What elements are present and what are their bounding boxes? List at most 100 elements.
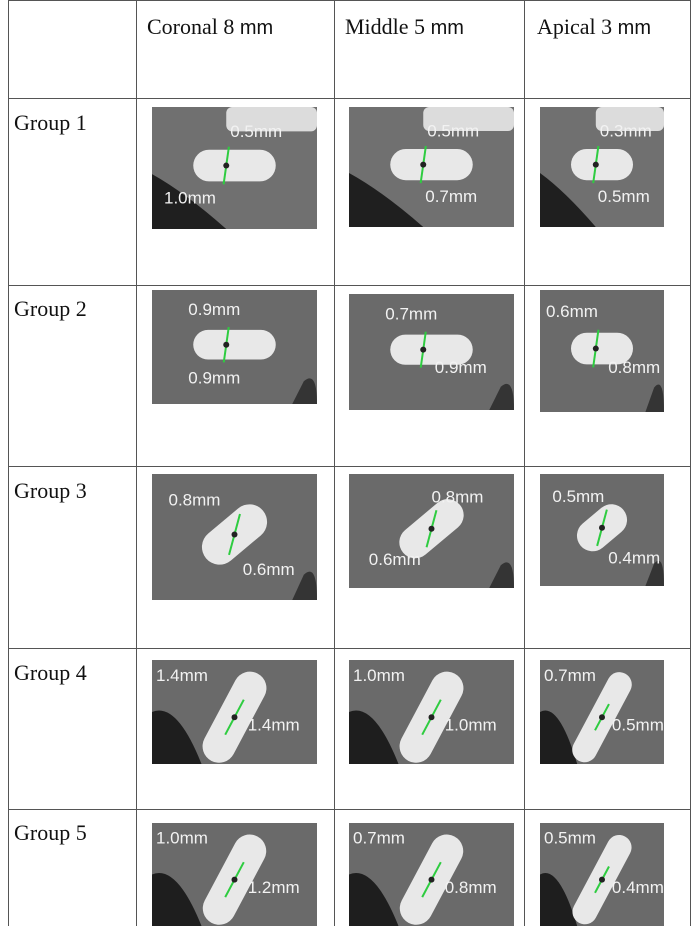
ct-scan-figure: 0.5mm 0.4mm <box>540 474 664 586</box>
canal-point <box>420 161 427 168</box>
scan-bright-region <box>595 107 664 131</box>
root-canal-shape <box>193 149 276 182</box>
ct-scan-figure: 0.6mm 0.8mm <box>540 290 664 412</box>
scan-dark-region <box>292 378 317 404</box>
measurement-label-bottom: 0.8mm <box>608 358 660 377</box>
ct-scan-figure: 0.7mm 0.9mm <box>349 294 514 410</box>
ct-scan-figure: 0.7mm 0.8mm <box>349 823 514 926</box>
ct-scan-image: 0.7mm 0.9mm <box>349 294 514 410</box>
measurement-label-top: 0.8mm <box>432 488 484 507</box>
row-label-group-3: Group 3 <box>14 478 87 503</box>
scan-dark-region <box>540 173 596 227</box>
column-header-unit: mm <box>430 17 464 39</box>
ct-scan-figure: 0.9mm 0.9mm <box>152 290 317 404</box>
ct-scan-image: 0.8mm 0.6mm <box>349 474 514 588</box>
canal-point <box>599 714 605 721</box>
ct-scan-image: 0.7mm 0.5mm <box>540 660 664 764</box>
measurement-label-bottom: 0.4mm <box>608 549 660 568</box>
row-label-group-4: Group 4 <box>14 660 87 685</box>
canal-point <box>592 161 599 168</box>
scan-dark-region <box>349 710 399 764</box>
canal-point <box>231 531 238 538</box>
measurement-label-top: 0.7mm <box>385 305 437 324</box>
canal-point <box>420 346 427 353</box>
measurement-label-top: 0.3mm <box>600 122 652 141</box>
measurement-label-top: 0.5mm <box>230 122 282 141</box>
root-canal-shape <box>571 149 633 181</box>
ct-scan-figure: 0.7mm 0.5mm <box>540 660 664 764</box>
ct-scan-image: 0.9mm 0.9mm <box>152 290 317 404</box>
canal-point <box>599 524 605 531</box>
scan-bright-region <box>423 107 514 131</box>
measurement-label-top: 0.5mm <box>552 487 604 506</box>
measurement-label-top: 0.5mm <box>544 829 596 848</box>
ct-scan-image: 0.7mm 0.8mm <box>349 823 514 926</box>
ct-scan-figure: 0.5mm 0.7mm <box>349 107 514 227</box>
row-divider <box>9 0 690 1</box>
row-divider <box>9 648 690 649</box>
row-divider <box>9 466 690 467</box>
measurement-label-bottom: 0.4mm <box>612 878 664 897</box>
measurement-label-bottom: 1.2mm <box>248 878 300 897</box>
scan-dark-region <box>349 873 399 926</box>
ct-scan-image: 0.8mm 0.6mm <box>152 474 317 600</box>
ct-scan-image: 1.0mm 1.2mm <box>152 823 317 926</box>
column-header-label: Apical 3 <box>537 14 613 39</box>
ct-scan-image: 1.0mm 1.0mm <box>349 660 514 764</box>
measurement-label-bottom: 0.9mm <box>435 358 487 377</box>
root-canal-shape <box>571 332 633 365</box>
scan-dark-region <box>489 562 514 588</box>
measurement-label-bottom: 0.8mm <box>445 878 497 897</box>
ct-scan-image: 1.4mm 1.4mm <box>152 660 317 764</box>
scan-dark-region <box>489 383 514 410</box>
measurement-label-bottom: 1.0mm <box>445 716 497 735</box>
canal-point <box>428 876 435 883</box>
column-header-label: Coronal 8 <box>147 14 235 39</box>
row-label-group-2: Group 2 <box>14 296 87 321</box>
measurement-label-top: 1.0mm <box>156 829 208 848</box>
ct-scan-figure: 0.8mm 0.6mm <box>152 474 317 600</box>
measurement-label-top: 1.4mm <box>156 666 208 685</box>
measurement-label-bottom: 0.7mm <box>425 187 477 206</box>
measurement-label-bottom: 0.5mm <box>598 187 650 206</box>
column-header-middle: Middle 5 mm <box>345 14 464 40</box>
measurement-label-bottom: 0.9mm <box>188 368 240 387</box>
scan-dark-region <box>152 710 202 764</box>
ct-scan-image: 0.5mm 0.4mm <box>540 474 664 586</box>
canal-point <box>428 714 435 721</box>
column-divider <box>524 0 525 926</box>
ct-scan-figure: 0.5mm 0.4mm <box>540 823 664 926</box>
ct-scan-image: 0.5mm 0.4mm <box>540 823 664 926</box>
column-divider <box>136 0 137 926</box>
measurement-label-top: 0.6mm <box>546 302 598 321</box>
root-canal-shape <box>390 149 473 181</box>
column-divider <box>334 0 335 926</box>
measurement-label-bottom: 0.5mm <box>612 716 664 735</box>
ct-scan-image: 0.6mm 0.8mm <box>540 290 664 412</box>
canal-point <box>223 341 230 348</box>
measurement-label-top: 0.5mm <box>427 122 479 141</box>
ct-scan-figure: 1.4mm 1.4mm <box>152 660 317 764</box>
ct-scan-figure: 0.3mm 0.5mm <box>540 107 664 227</box>
canal-point <box>231 876 238 883</box>
canal-point <box>599 876 605 883</box>
canal-point <box>223 162 230 169</box>
ct-scan-figure: 0.5mm 1.0mm <box>152 107 317 229</box>
scan-dark-region <box>645 560 664 586</box>
root-canal-shape <box>193 329 276 360</box>
scan-dark-region <box>152 174 227 229</box>
measurement-label-top: 0.8mm <box>169 491 221 510</box>
measurement-label-bottom: 0.6mm <box>243 560 295 579</box>
column-header-label: Middle 5 <box>345 14 426 39</box>
root-canal-shape <box>390 334 473 365</box>
ct-scan-image: 0.5mm 0.7mm <box>349 107 514 227</box>
scan-dark-region <box>152 873 202 926</box>
row-divider <box>9 809 690 810</box>
column-header-unit: mm <box>239 17 274 39</box>
canal-point <box>592 345 599 352</box>
measurement-label-bottom: 0.6mm <box>369 550 421 569</box>
row-divider <box>9 98 690 99</box>
scan-dark-region <box>292 571 317 600</box>
row-divider <box>9 285 690 286</box>
measurement-label-top: 0.7mm <box>353 829 405 848</box>
